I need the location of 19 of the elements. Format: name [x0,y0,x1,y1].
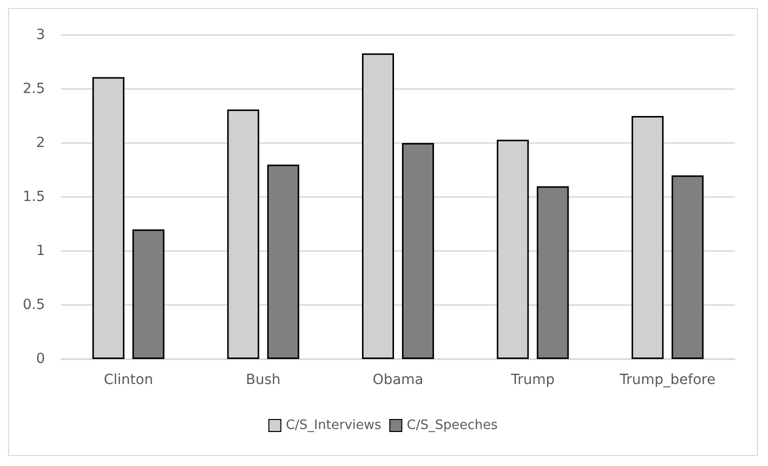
bar [672,175,704,359]
bar [536,186,569,359]
x-tick-label: Obama [372,372,424,388]
y-tick-label: 0 [36,351,45,367]
y-tick-label: 3 [36,27,45,43]
bar [267,164,300,359]
y-tick-label: 2.5 [22,81,45,97]
y-tick-label: 0.5 [22,297,45,313]
x-tick-label: Trump [510,372,555,388]
legend-label: C/S_Speeches [406,418,498,433]
y-tick-label: 2 [36,135,45,151]
bar [132,229,164,359]
bar [402,143,434,359]
y-tick-label: 1 [36,243,45,259]
legend-label: C/S_Interviews [286,418,382,433]
x-tick-label: Bush [246,372,281,388]
x-tick-label: Clinton [104,372,154,388]
x-tick-label: Trump_before [618,372,716,388]
y-tick-label: 1.5 [22,189,45,205]
